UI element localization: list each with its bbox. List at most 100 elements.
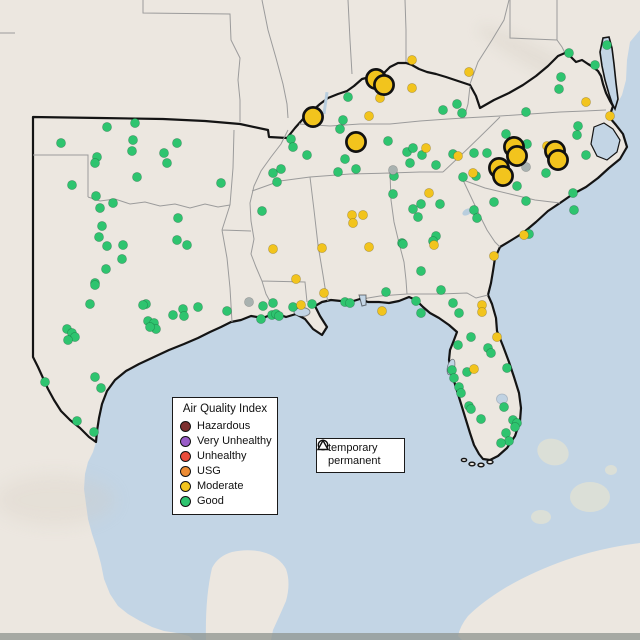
monitor-dot-good[interactable] (222, 306, 232, 316)
monitor-dot-good[interactable] (40, 377, 50, 387)
monitor-dot-good[interactable] (502, 363, 512, 373)
monitor-dot-no-data[interactable] (388, 165, 398, 175)
monitor-dot-good[interactable] (416, 266, 426, 276)
monitor-dot-good[interactable] (564, 48, 574, 58)
monitor-dot-good[interactable] (449, 373, 459, 383)
monitor-dot-moderate[interactable] (319, 288, 329, 298)
monitor-dot-moderate[interactable] (468, 168, 478, 178)
monitor-dot-good[interactable] (95, 203, 105, 213)
monitor-dot-good[interactable] (138, 300, 148, 310)
monitor-dot-good[interactable] (521, 107, 531, 117)
monitor-dot-moderate[interactable] (364, 111, 374, 121)
monitor-dot-good[interactable] (94, 232, 104, 242)
monitor-dot-good[interactable] (338, 115, 348, 125)
monitor-dot-good[interactable] (482, 148, 492, 158)
monitor-dot-good[interactable] (568, 188, 578, 198)
monitor-dot-good[interactable] (453, 340, 463, 350)
monitor-dot-good[interactable] (510, 422, 520, 432)
monitor-dot-good[interactable] (216, 178, 226, 188)
monitor-dot-good[interactable] (162, 158, 172, 168)
monitor-dot-good[interactable] (127, 146, 137, 156)
monitor-dot-good[interactable] (182, 240, 192, 250)
monitor-dot-good[interactable] (466, 404, 476, 414)
monitor-dot-good[interactable] (102, 241, 112, 251)
monitor-dot-good[interactable] (457, 108, 467, 118)
monitor-dot-good[interactable] (602, 40, 612, 50)
temporary-monitor-circle[interactable] (492, 165, 514, 187)
monitor-dot-good[interactable] (408, 204, 418, 214)
monitor-dot-good[interactable] (256, 314, 266, 324)
monitor-dot-moderate[interactable] (364, 242, 374, 252)
monitor-dot-good[interactable] (90, 372, 100, 382)
monitor-dot-good[interactable] (476, 414, 486, 424)
monitor-dot-good[interactable] (383, 136, 393, 146)
monitor-dot-good[interactable] (268, 298, 278, 308)
monitor-dot-good[interactable] (276, 164, 286, 174)
monitor-dot-good[interactable] (486, 348, 496, 358)
monitor-dot-good[interactable] (388, 189, 398, 199)
monitor-dot-good[interactable] (67, 180, 77, 190)
monitor-dot-good[interactable] (56, 138, 66, 148)
monitor-dot-good[interactable] (91, 191, 101, 201)
monitor-dot-good[interactable] (381, 287, 391, 297)
monitor-dot-good[interactable] (447, 365, 457, 375)
monitor-dot-good[interactable] (108, 198, 118, 208)
monitor-dot-good[interactable] (72, 416, 82, 426)
monitor-dot-good[interactable] (504, 436, 514, 446)
monitor-dot-moderate[interactable] (429, 240, 439, 250)
monitor-dot-moderate[interactable] (348, 218, 358, 228)
monitor-dot-good[interactable] (554, 84, 564, 94)
monitor-dot-good[interactable] (159, 148, 169, 158)
monitor-dot-good[interactable] (193, 302, 203, 312)
monitor-dot-good[interactable] (145, 322, 155, 332)
monitor-dot-good[interactable] (257, 206, 267, 216)
monitor-dot-good[interactable] (307, 299, 317, 309)
monitor-dot-good[interactable] (90, 158, 100, 168)
monitor-dot-good[interactable] (573, 121, 583, 131)
monitor-dot-good[interactable] (456, 388, 466, 398)
monitor-dot-good[interactable] (466, 332, 476, 342)
monitor-dot-moderate[interactable] (605, 111, 615, 121)
monitor-dot-good[interactable] (333, 167, 343, 177)
monitor-dot-good[interactable] (408, 143, 418, 153)
monitor-dot-good[interactable] (572, 130, 582, 140)
monitor-dot-good[interactable] (97, 221, 107, 231)
monitor-dot-good[interactable] (416, 199, 426, 209)
monitor-dot-good[interactable] (556, 72, 566, 82)
monitor-dot-good[interactable] (413, 212, 423, 222)
monitor-dot-moderate[interactable] (291, 274, 301, 284)
monitor-dot-good[interactable] (590, 60, 600, 70)
monitor-dot-good[interactable] (581, 150, 591, 160)
monitor-dot-moderate[interactable] (407, 55, 417, 65)
monitor-dot-good[interactable] (288, 302, 298, 312)
monitor-dot-good[interactable] (452, 99, 462, 109)
monitor-dot-good[interactable] (168, 310, 178, 320)
monitor-dot-good[interactable] (472, 213, 482, 223)
monitor-dot-good[interactable] (489, 197, 499, 207)
monitor-dot-good[interactable] (417, 150, 427, 160)
monitor-dot-good[interactable] (416, 308, 426, 318)
monitor-dot-good[interactable] (132, 172, 142, 182)
monitor-dot-good[interactable] (272, 177, 282, 187)
monitor-dot-good[interactable] (118, 240, 128, 250)
monitor-dot-good[interactable] (173, 213, 183, 223)
monitor-dot-good[interactable] (469, 148, 479, 158)
monitor-dot-good[interactable] (496, 438, 506, 448)
monitor-dot-moderate[interactable] (421, 143, 431, 153)
monitor-dot-good[interactable] (179, 311, 189, 321)
temporary-monitor-circle[interactable] (547, 149, 569, 171)
monitor-dot-good[interactable] (117, 254, 127, 264)
temporary-monitor-circle[interactable] (506, 145, 528, 167)
monitor-dot-good[interactable] (335, 124, 345, 134)
monitor-dot-good[interactable] (454, 308, 464, 318)
monitor-dot-good[interactable] (89, 427, 99, 437)
monitor-dot-moderate[interactable] (464, 67, 474, 77)
monitor-dot-moderate[interactable] (407, 83, 417, 93)
monitor-dot-good[interactable] (541, 168, 551, 178)
monitor-dot-good[interactable] (569, 205, 579, 215)
monitor-dot-moderate[interactable] (581, 97, 591, 107)
monitor-dot-good[interactable] (258, 301, 268, 311)
monitor-dot-good[interactable] (101, 264, 111, 274)
temporary-monitor-circle[interactable] (345, 131, 367, 153)
monitor-dot-moderate[interactable] (492, 332, 502, 342)
